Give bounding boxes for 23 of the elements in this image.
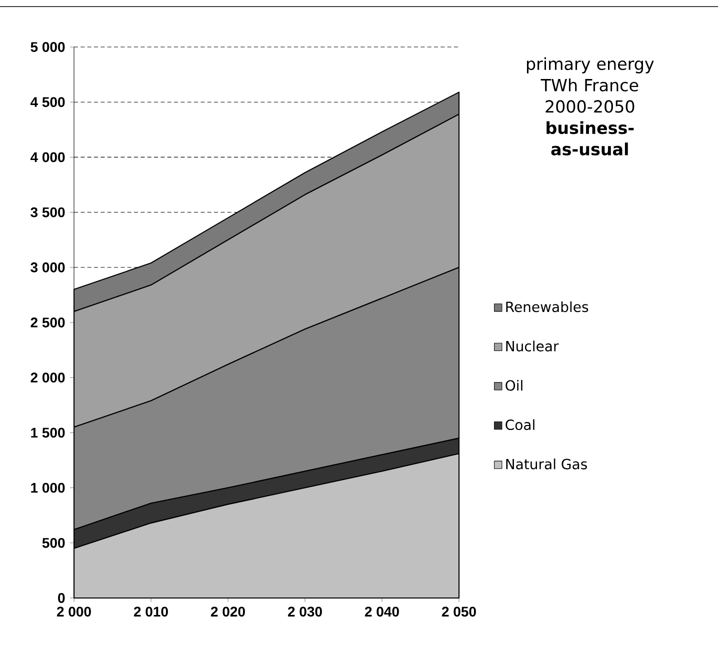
- x-tick-label: 2 010: [134, 606, 168, 617]
- y-tick-label: 2 000: [30, 372, 65, 383]
- x-tick-label: 2 030: [288, 606, 322, 617]
- y-tick-label: 3 500: [30, 207, 65, 218]
- y-tick-label: 2 500: [30, 318, 65, 328]
- legend-label: Nuclear: [506, 340, 559, 352]
- y-tick-label: 4 000: [30, 152, 65, 162]
- y-tick-label: 0: [58, 593, 65, 603]
- y-tick-label: 1 500: [31, 428, 65, 438]
- x-tick-label: 2 040: [364, 606, 399, 617]
- legend-label: Renewables: [506, 301, 588, 312]
- text: business-as-usual: [546, 121, 634, 156]
- y-tick-label: 5 000: [30, 42, 65, 52]
- x-tick-label: 2 000: [56, 606, 91, 617]
- y-tick-label: 500: [42, 538, 65, 548]
- legend-label: Coal: [506, 419, 534, 430]
- y-tick-label: 4 500: [30, 97, 65, 108]
- legend-label: Oil: [506, 380, 522, 391]
- legend-label: Natural Gas: [506, 458, 587, 470]
- x-tick-label: 2 050: [442, 606, 476, 617]
- y-tick-label: 1 000: [31, 482, 65, 493]
- y-tick-label: 3 000: [30, 262, 65, 272]
- x-tick-label: 2 020: [210, 606, 245, 617]
